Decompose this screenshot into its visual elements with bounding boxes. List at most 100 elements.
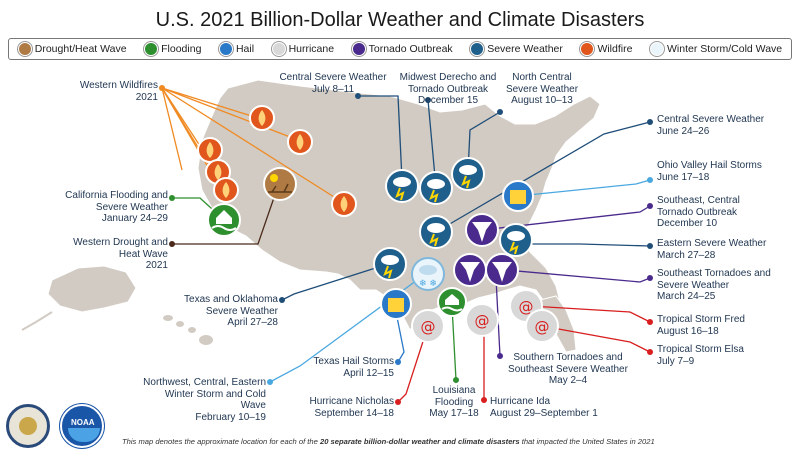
event-name: North Central Severe Weather <box>505 72 579 95</box>
legend-item-hail: Hail <box>218 42 255 56</box>
event-date: July 7–9 <box>657 355 695 367</box>
footnote-bold: 20 separate billion-dollar weather and c… <box>319 437 520 446</box>
hawaii-shape <box>163 315 213 345</box>
severe-weather-icon <box>419 171 453 205</box>
svg-text:@: @ <box>519 298 534 316</box>
noaa-wave-icon <box>68 428 100 442</box>
event-date: April 12–15 <box>343 367 394 379</box>
flooding-marker <box>207 203 241 237</box>
svg-text:@: @ <box>421 318 436 336</box>
severe-weather-icon <box>419 215 453 249</box>
noaa-wordmark: NOAA <box>71 418 95 427</box>
drought-marker <box>263 167 297 201</box>
legend-item-severe-weather: Severe Weather <box>470 42 563 56</box>
severe-weather-icon <box>499 223 533 257</box>
event-name: Central Severe Weather <box>279 72 387 83</box>
legend-item-wildfire: Wildfire <box>580 42 632 56</box>
hurricane-icon: @ <box>465 303 499 337</box>
hail-icon <box>380 288 412 320</box>
svg-text:@: @ <box>535 318 550 336</box>
hurricane-markers: @ @ @ @ <box>411 289 559 343</box>
leader-dots <box>159 85 653 405</box>
legend-item-drought: Drought/Heat Wave <box>17 42 127 56</box>
event-date: February 10–19 <box>195 411 266 423</box>
severe-weather-markers <box>373 157 533 281</box>
event-name: Hurricane Nicholas <box>309 396 394 407</box>
event-name: Northwest, Central, Eastern Winter Storm… <box>143 377 266 411</box>
hail-icon <box>502 180 534 212</box>
wildfire-icon <box>287 129 313 155</box>
event-date: September 14–18 <box>314 407 394 419</box>
legend-label: Severe Weather <box>487 43 563 55</box>
legend-item-flooding: Flooding <box>144 42 201 56</box>
event-name: Hurricane Ida <box>490 396 551 407</box>
label-western-wildfires: Western Wildfires 2021 <box>58 80 158 103</box>
label-eastern-severe: Eastern Severe Weather March 27–28 <box>657 238 766 261</box>
hurricane-icon: @ <box>525 309 559 343</box>
event-date: August 29–September 1 <box>490 407 598 419</box>
label-western-drought: Western Drought and Heat Wave 2021 <box>64 237 168 272</box>
severe-weather-icon <box>451 157 485 191</box>
hurricane-icon <box>271 42 286 56</box>
wildfire-icon <box>213 177 239 203</box>
severe-weather-icon <box>470 42 485 56</box>
event-date: March 24–25 <box>657 291 716 302</box>
tornado-markers <box>453 213 519 287</box>
tornado-icon <box>351 42 366 56</box>
tornado-icon <box>453 253 487 287</box>
leader-lines <box>161 87 651 403</box>
event-name: Western Wildfires <box>79 80 158 91</box>
label-north-central: North Central Severe Weather August 10–1… <box>500 72 584 107</box>
event-date: August 16–18 <box>657 325 719 337</box>
wildfire-icon <box>197 137 223 163</box>
legend-label: Wildfire <box>597 43 633 55</box>
wildfire-icon <box>249 105 275 131</box>
drought-icon <box>17 42 32 56</box>
legend-label: Hurricane <box>288 43 335 55</box>
louisiana-flooding-marker <box>437 287 467 317</box>
svg-text:❄ ❄: ❄ ❄ <box>419 279 437 289</box>
label-ohio-valley-hail: Ohio Valley Hail Storms June 17–18 <box>657 160 762 183</box>
legend-label: Hail <box>235 43 255 55</box>
noaa-logo: NOAA <box>60 404 104 448</box>
legend-item-winter-storm: Winter Storm/Cold Wave <box>649 42 783 56</box>
flooding-icon <box>144 42 159 56</box>
tornado-icon <box>485 253 519 287</box>
event-name: Southeast, Central Tornado Outbreak <box>657 195 740 218</box>
event-date: May 17–18 <box>429 408 479 419</box>
event-date: August 10–13 <box>511 95 573 106</box>
footnote-prefix: This map denotes the approximate locatio… <box>122 437 320 446</box>
winter-storm-icon <box>649 42 664 56</box>
legend-label: Winter Storm/Cold Wave <box>666 43 783 55</box>
wildfire-icon <box>331 191 357 217</box>
label-ts-elsa: Tropical Storm Elsa July 7–9 <box>657 344 744 367</box>
event-name: California Flooding and Severe Weather <box>65 190 168 213</box>
event-name: Southern Tornadoes and Southeast Severe … <box>508 352 628 375</box>
legend: Drought/Heat Wave Flooding Hail Hurrican… <box>8 38 792 60</box>
event-name: Central Severe Weather <box>657 114 765 125</box>
event-date: December 15 <box>417 95 479 106</box>
label-texas-oklahoma: Texas and Oklahoma Severe Weather April … <box>170 294 278 329</box>
legend-item-hurricane: Hurricane <box>271 42 335 56</box>
event-date: March 27–28 <box>657 249 716 261</box>
event-date: July 8–11 <box>311 83 355 95</box>
label-southeast-tornadoes: Southeast Tornadoes and Severe Weather M… <box>657 268 777 303</box>
legend-label: Flooding <box>161 43 202 55</box>
label-central-severe-june: Central Severe Weather June 24–26 <box>657 114 764 137</box>
hail-icon <box>218 42 233 56</box>
event-name: Western Drought and Heat Wave <box>73 237 168 260</box>
label-southeast-central-tornado: Southeast, Central Tornado Outbreak Dece… <box>657 195 769 230</box>
label-california-flooding: California Flooding and Severe Weather J… <box>40 190 168 225</box>
legend-item-tornado: Tornado Outbreak <box>351 42 453 56</box>
label-central-severe-july: Central Severe Weather July 8–11 <box>274 72 392 95</box>
label-winter-storm: Northwest, Central, Eastern Winter Storm… <box>138 377 266 423</box>
event-name: Louisiana Flooding <box>432 385 476 408</box>
label-ts-fred: Tropical Storm Fred August 16–18 <box>657 314 745 337</box>
label-texas-hail: Texas Hail Storms April 12–15 <box>296 356 394 379</box>
map-title: U.S. 2021 Billion-Dollar Weather and Cli… <box>155 9 645 31</box>
event-date: June 24–26 <box>657 125 710 137</box>
event-name: Tropical Storm Fred <box>657 314 745 325</box>
severe-weather-icon <box>373 247 407 281</box>
event-date: June 17–18 <box>657 171 710 183</box>
svg-text:@: @ <box>475 312 490 330</box>
